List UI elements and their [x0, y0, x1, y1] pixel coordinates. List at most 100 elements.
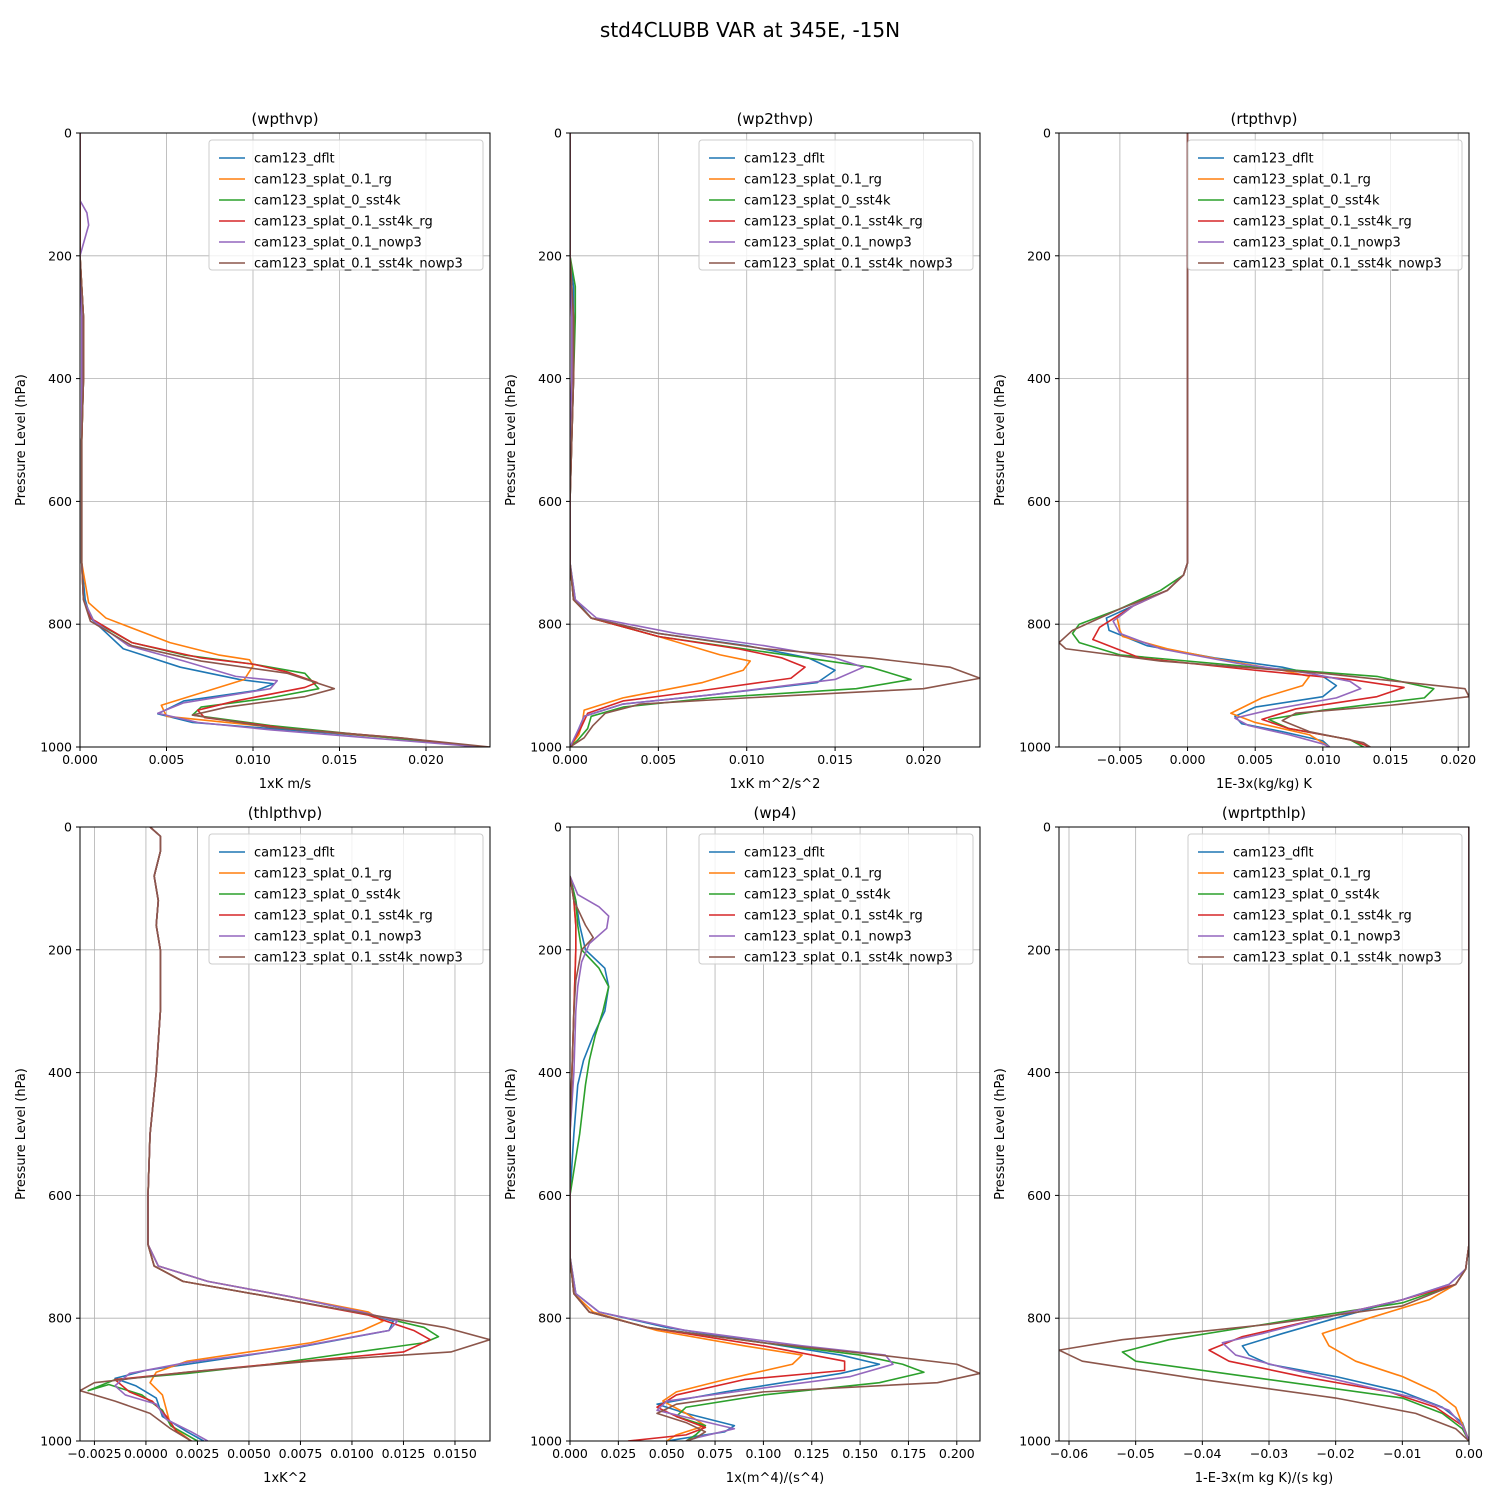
x-tick-label: 0.0050	[227, 1446, 271, 1461]
legend: cam123_dflt cam123_splat_0.1_rg cam123_spl…	[698, 139, 974, 272]
legend-label: cam123_dflt	[1233, 152, 1314, 167]
y-tick-label: 400	[538, 371, 562, 386]
x-tick-label: −0.03	[1250, 1446, 1288, 1461]
x-tick-label: 0.000	[62, 752, 98, 767]
x-tick-label: 0.010	[729, 752, 765, 767]
legend-box	[698, 833, 974, 965]
x-tick-label: 0.015	[322, 752, 358, 767]
subplot-title: (wp4)	[753, 804, 796, 822]
x-axis-label: 1xK m/s	[259, 777, 312, 792]
x-tick-label: 0.010	[235, 752, 271, 767]
legend-label: cam123_splat_0.1_rg	[254, 173, 392, 188]
legend-label: cam123_splat_0.1_sst4k_nowp3	[1233, 951, 1442, 966]
subplot-rtpthvp: −0.005 0.000 0.005 0.010 0.015 0.020 0 200 400 60…	[993, 110, 1476, 792]
y-tick-label: 1000	[530, 740, 562, 755]
legend-label: cam123_splat_0.1_sst4k_rg	[744, 909, 923, 924]
legend: cam123_dflt cam123_splat_0.1_rg cam123_spl…	[208, 139, 484, 272]
x-tick-label: 0.075	[697, 1446, 733, 1461]
y-tick-label: 600	[1027, 494, 1051, 509]
x-tick-label: 0.005	[1237, 752, 1273, 767]
x-tick-label: 0.050	[649, 1446, 685, 1461]
y-tick-label: 400	[538, 1065, 562, 1080]
y-tick-label: 400	[1027, 371, 1051, 386]
series-line-cam123-splat-0-1-sst4k-nowp3	[1059, 133, 1469, 747]
legend: cam123_dflt cam123_splat_0.1_rg cam123_spl…	[1187, 139, 1463, 272]
legend-label: cam123_splat_0.1_nowp3	[744, 930, 912, 945]
subplots: 0.000 0.005 0.010 0.015 0.020 0 200 400 600 800 10…	[14, 110, 1483, 1486]
legend-label: cam123_splat_0.1_sst4k_nowp3	[254, 257, 463, 272]
y-tick-label: 0	[64, 820, 72, 835]
legend-label: cam123_splat_0.1_sst4k_rg	[1233, 215, 1412, 230]
legend-label: cam123_splat_0.1_rg	[744, 173, 882, 188]
x-tick-label: −0.06	[1050, 1446, 1088, 1461]
x-tick-label: 0.020	[1440, 752, 1476, 767]
series-line-cam123-splat-0-1-sst4k-nowp3	[570, 133, 980, 747]
subplot-wp4: 0.000 0.025 0.050 0.075 0.100 0.125 0.150 0.175…	[504, 804, 981, 1486]
series-line-cam123-splat-0-1-nowp3	[570, 133, 865, 747]
x-axis-label: 1xK m^2/s^2	[730, 777, 821, 792]
x-tick-label: −0.005	[1097, 752, 1143, 767]
legend-label: cam123_splat_0_sst4k	[744, 194, 891, 209]
x-tick-label: 0.0025	[176, 1446, 220, 1461]
axes-frame	[1058, 826, 1470, 1442]
legend-label: cam123_splat_0.1_sst4k_rg	[254, 215, 433, 230]
y-axis-label: Pressure Level (hPa)	[504, 1068, 519, 1200]
x-axis-label: 1xK^2	[263, 1471, 307, 1486]
legend-label: cam123_dflt	[1233, 846, 1314, 861]
y-tick-label: 1000	[530, 1434, 562, 1449]
legend-box	[1187, 139, 1463, 271]
y-tick-label: 0	[554, 820, 562, 835]
y-tick-label: 400	[1027, 1065, 1051, 1080]
legend-label: cam123_splat_0_sst4k	[1233, 888, 1380, 903]
y-tick-label: 200	[1027, 248, 1051, 263]
subplot-wp2thvp: 0.000 0.005 0.010 0.015 0.020 0 200 400 600 800 10…	[504, 110, 981, 792]
y-tick-label: 1000	[1019, 1434, 1051, 1449]
legend: cam123_dflt cam123_splat_0.1_rg cam123_spl…	[1187, 833, 1463, 966]
y-tick-label: 600	[1027, 1188, 1051, 1203]
y-tick-label: 0	[64, 126, 72, 141]
subplot-wpthvp: 0.000 0.005 0.010 0.015 0.020 0 200 400 600 800 10…	[14, 110, 491, 792]
legend: cam123_dflt cam123_splat_0.1_rg cam123_spl…	[208, 833, 484, 966]
x-tick-label: −0.02	[1317, 1446, 1355, 1461]
y-axis-label: Pressure Level (hPa)	[993, 374, 1008, 506]
y-tick-label: 200	[538, 942, 562, 957]
x-tick-label: −0.04	[1183, 1446, 1221, 1461]
legend-label: cam123_splat_0.1_rg	[1233, 173, 1371, 188]
axes-frame	[79, 132, 491, 748]
legend-label: cam123_dflt	[744, 846, 825, 861]
x-tick-label: 0.020	[408, 752, 444, 767]
x-tick-label: 0.020	[906, 752, 942, 767]
y-tick-label: 600	[538, 494, 562, 509]
legend-label: cam123_dflt	[744, 152, 825, 167]
series-group	[570, 875, 980, 1441]
y-axis-label: Pressure Level (hPa)	[993, 1068, 1008, 1200]
series-group	[1059, 133, 1469, 747]
legend-label: cam123_splat_0.1_rg	[1233, 867, 1371, 882]
series-line-cam123-splat-0-1-sst4k-nowp3	[80, 133, 490, 747]
x-tick-label: 0.0100	[330, 1446, 374, 1461]
series-line-cam123-splat-0-1-sst4k-nowp3	[570, 875, 980, 1441]
y-tick-label: 0	[1043, 126, 1051, 141]
x-tick-label: 0.025	[600, 1446, 636, 1461]
y-axis-label: Pressure Level (hPa)	[14, 1068, 29, 1200]
x-tick-label: 0.0000	[124, 1446, 168, 1461]
legend-label: cam123_splat_0.1_nowp3	[254, 930, 422, 945]
legend-label: cam123_splat_0_sst4k	[254, 194, 401, 209]
x-tick-label: 0.015	[817, 752, 853, 767]
x-tick-label: −0.0025	[67, 1446, 121, 1461]
x-tick-label: 0.000	[1170, 752, 1206, 767]
series-line-cam123-splat-0-sst4k	[1121, 827, 1469, 1441]
legend-label: cam123_splat_0.1_sst4k_rg	[744, 215, 923, 230]
legend-label: cam123_splat_0_sst4k	[1233, 194, 1380, 209]
legend-label: cam123_splat_0.1_sst4k_nowp3	[254, 951, 463, 966]
legend-label: cam123_splat_0.1_sst4k_nowp3	[1233, 257, 1442, 272]
legend-label: cam123_dflt	[254, 846, 335, 861]
legend-label: cam123_splat_0.1_sst4k_nowp3	[744, 257, 953, 272]
x-tick-label: 0.200	[939, 1446, 975, 1461]
legend-label: cam123_splat_0.1_sst4k_nowp3	[744, 951, 953, 966]
legend-label: cam123_dflt	[254, 152, 335, 167]
x-tick-label: 0.005	[149, 752, 185, 767]
y-tick-label: 800	[538, 1311, 562, 1326]
x-axis-label: 1-E-3x(m kg K)/(s kg)	[1195, 1471, 1333, 1486]
